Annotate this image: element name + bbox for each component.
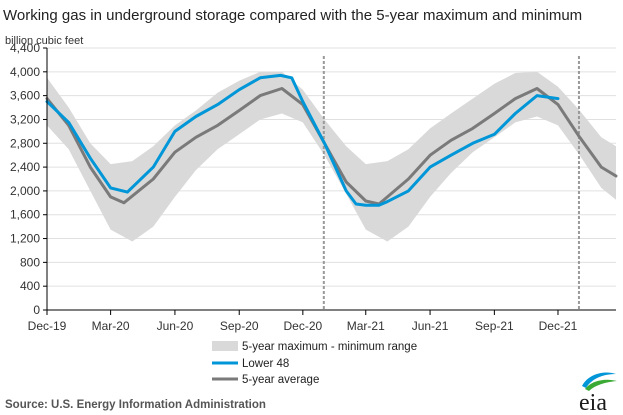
y-tick-label: 4,400	[10, 41, 40, 55]
x-tick-label: Sep-21	[475, 319, 514, 333]
y-tick-label: 2,400	[10, 160, 40, 174]
y-tick-label: 1,600	[10, 208, 40, 222]
y-tick-label: 4,000	[10, 65, 40, 79]
series-line-lower48	[45, 73, 560, 207]
eia-logo-swoosh-blue	[582, 372, 616, 388]
chart-title: Working gas in underground storage compa…	[3, 7, 582, 24]
y-tick-labels: 0 400 800 1,200 1,600 2,000 2,400 2,800 3,200 3,6…	[10, 41, 40, 317]
legend: 5-year maximum - minimum range Lower 48 …	[212, 341, 417, 386]
y-tick-label: 400	[20, 279, 40, 293]
legend-label-range: 5-year maximum - minimum range	[242, 341, 417, 353]
x-tick-labels: Dec-19 Mar-20 Jun-20 Sep-20 Dec-20 Mar-21 Jun-…	[28, 319, 578, 333]
y-tick-label: 3,600	[10, 89, 40, 103]
x-tick-label: Jun-21	[412, 319, 449, 333]
series-line-5yr-average	[45, 87, 618, 206]
x-tick-label: Dec-21	[539, 319, 578, 333]
vertical-marker-layer	[322, 56, 580, 310]
eia-logo-swoosh-green	[585, 379, 617, 391]
x-tick-label: Mar-21	[347, 319, 385, 333]
legend-swatch-range	[212, 341, 238, 351]
source-note: Source: U.S. Energy Information Administ…	[5, 399, 266, 411]
legend-label-5yr-average: 5-year average	[242, 374, 319, 386]
x-tick-label: Jun-20	[157, 319, 194, 333]
y-tick-label: 2,800	[10, 136, 40, 150]
y-tick-label: 2,000	[10, 184, 40, 198]
x-tick-label: Dec-19	[28, 319, 67, 333]
eia-logo-text: eia	[579, 390, 607, 415]
y-tick-label: 1,200	[10, 232, 40, 246]
series-line-layer	[45, 73, 618, 207]
eia-logo: eia	[579, 372, 617, 415]
x-tick-label: Dec-20	[283, 319, 322, 333]
x-tick-label: Sep-20	[220, 319, 259, 333]
y-tick-label: 0	[33, 303, 40, 317]
x-tick-label: Mar-20	[92, 319, 130, 333]
gridlines	[47, 47, 616, 287]
y-axis-unit-label: billion cubic feet	[5, 35, 83, 47]
y-tick-label: 800	[20, 255, 40, 269]
axes	[43, 47, 616, 315]
y-tick-label: 3,200	[10, 112, 40, 126]
legend-label-lower48: Lower 48	[242, 358, 289, 370]
